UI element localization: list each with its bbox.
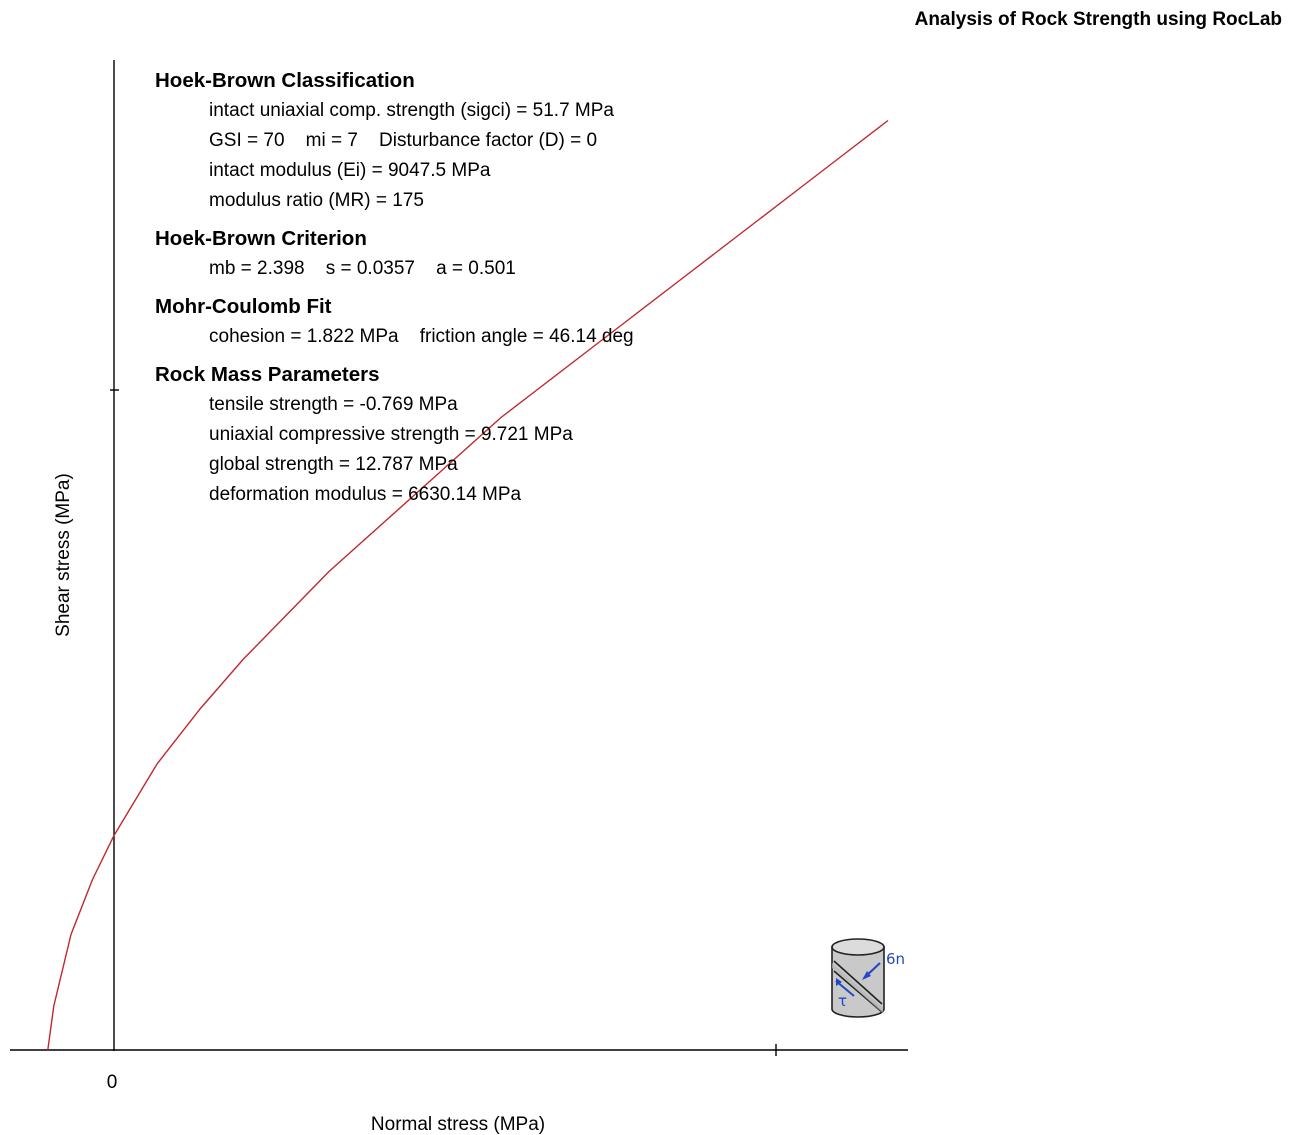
info-section: Hoek-Brown Criterion mb = 2.398 s = 0.035… [155, 224, 634, 284]
info-section: Hoek-Brown Classification intact uniaxial… [155, 66, 634, 216]
info-line: global strength = 12.787 MPa [209, 454, 458, 475]
x-tick-label: 0 [107, 1072, 118, 1093]
info-line: cohesion = 1.822 MPa friction angle = 46… [209, 326, 634, 347]
info-section: Rock Mass Parameters tensile strength = -… [155, 360, 634, 510]
info-panel: Hoek-Brown Classification intact uniaxial… [155, 66, 634, 518]
axes [10, 60, 908, 1056]
tau-label: τ [838, 992, 847, 1010]
info-section-heading: Rock Mass Parameters [155, 363, 380, 386]
y-axis-label: Shear stress (MPa) [53, 473, 74, 637]
info-line: uniaxial compressive strength = 9.721 MP… [209, 424, 573, 445]
info-line: modulus ratio (MR) = 175 [209, 190, 424, 211]
sigma-n-label: 6n [886, 950, 905, 968]
rock-sample-cylinder-icon: 6n τ [826, 934, 918, 1029]
info-section: Mohr-Coulomb Fit cohesion = 1.822 MPa fri… [155, 292, 634, 352]
info-line: tensile strength = -0.769 MPa [209, 394, 458, 415]
page-title: Analysis of Rock Strength using RocLab [914, 9, 1282, 30]
info-line: intact uniaxial comp. strength (sigci) =… [209, 100, 614, 121]
cylinder-graphic: 6n τ [831, 938, 905, 1018]
info-line: intact modulus (Ei) = 9047.5 MPa [209, 160, 491, 181]
info-section-heading: Hoek-Brown Classification [155, 69, 415, 92]
info-line: GSI = 70 mi = 7 Disturbance factor (D) =… [209, 130, 598, 151]
info-line: deformation modulus = 6630.14 MPa [209, 484, 522, 505]
info-line: mb = 2.398 s = 0.0357 a = 0.501 [209, 258, 516, 279]
info-section-heading: Hoek-Brown Criterion [155, 227, 367, 250]
x-axis-label: Normal stress (MPa) [371, 1114, 545, 1135]
failure-envelope-line [47, 119, 889, 1051]
info-section-heading: Mohr-Coulomb Fit [155, 295, 332, 318]
